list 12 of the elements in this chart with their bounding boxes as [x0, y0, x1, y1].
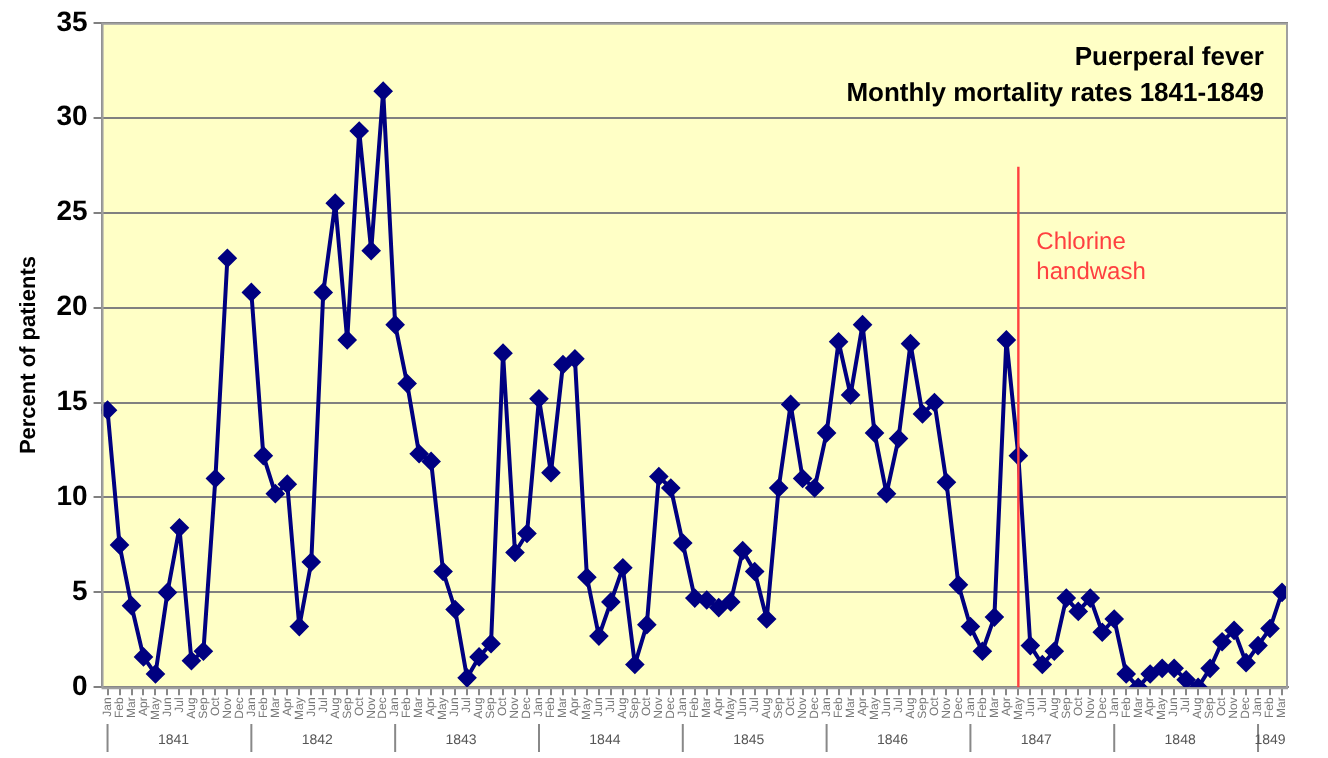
y-tick-label: 15 [56, 384, 88, 417]
y-tick-label: 10 [56, 479, 88, 512]
text: Puerperal fever [1074, 40, 1264, 71]
y-axis-title: Percent of patients [17, 256, 42, 455]
ref-line-label: Chlorine handwash [1036, 226, 1146, 285]
y-tick-label: 25 [56, 194, 88, 227]
y-tick-label: 35 [56, 4, 88, 37]
y-tick-label: 0 [71, 669, 88, 702]
y-tick-label: 30 [56, 99, 88, 132]
y-tick-label: 20 [56, 289, 88, 322]
text: Monthly mortality rates 1841-1849 [846, 76, 1264, 107]
y-tick-label: 5 [71, 574, 88, 607]
